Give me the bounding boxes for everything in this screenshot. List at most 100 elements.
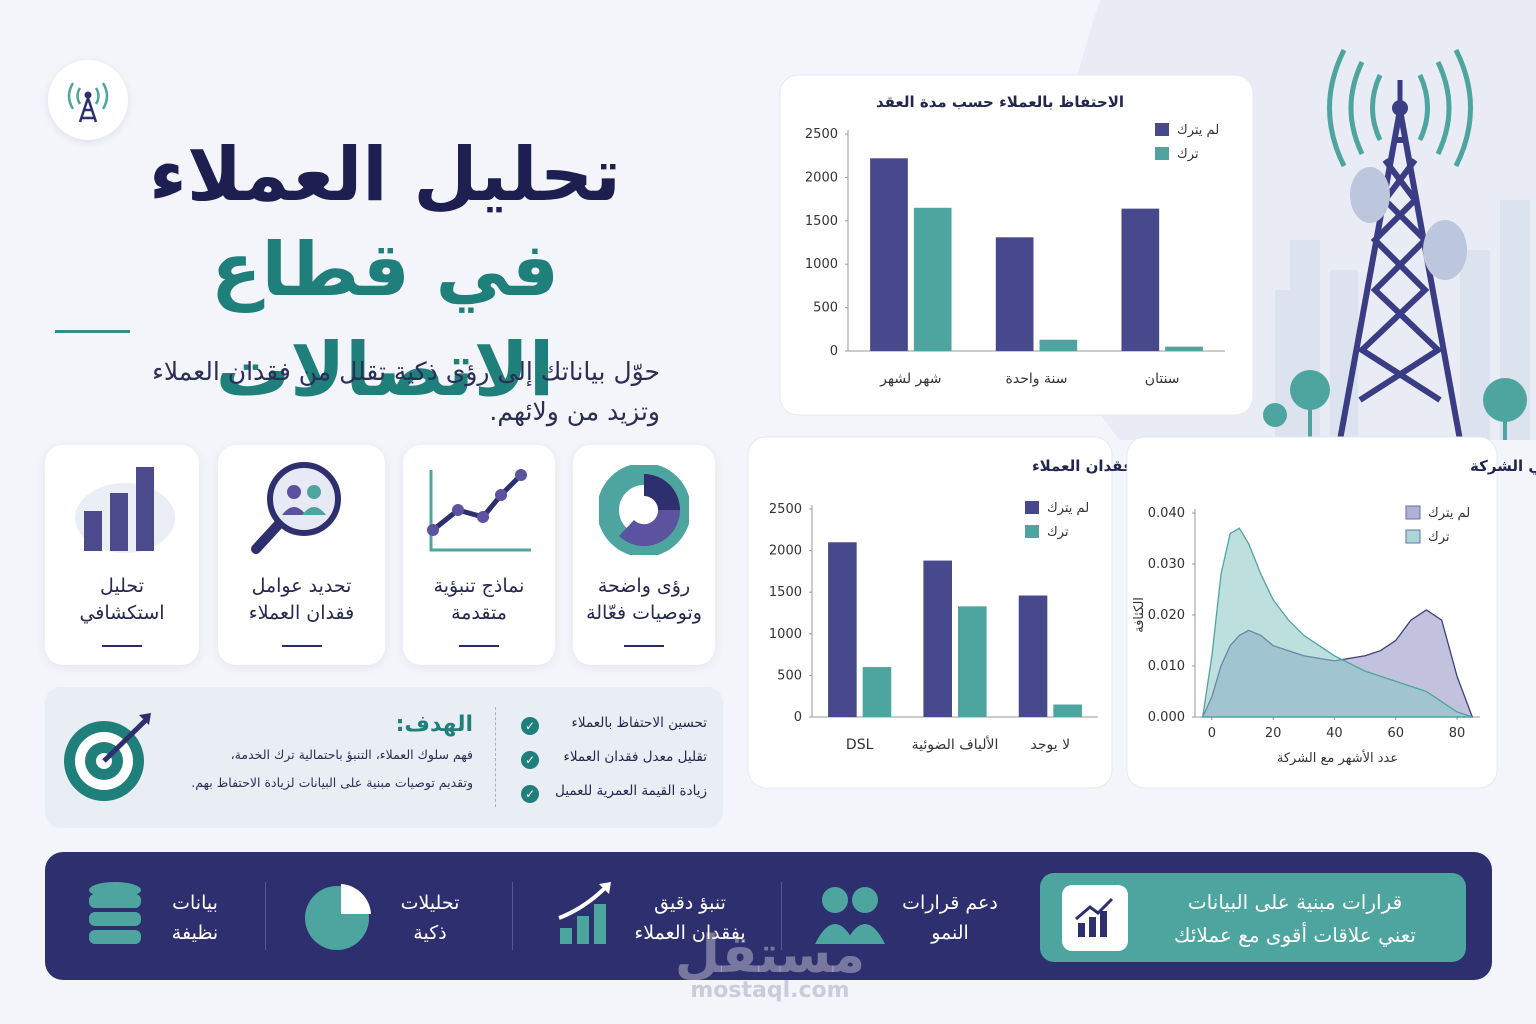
- legend-label: لم يترك: [1428, 506, 1470, 521]
- x-tick-label: 0: [1208, 726, 1216, 741]
- feature-line: تحديد عوامل: [251, 575, 352, 597]
- legend-swatch: [1155, 123, 1169, 136]
- footer-item-text: دعم قرارات النمو: [890, 888, 1010, 948]
- footer-line: تحليلات: [400, 892, 460, 914]
- x-tick-label: DSL: [846, 737, 874, 753]
- feature-line: رؤى واضحة: [597, 575, 691, 597]
- footer-item-text: بيانات نظيفة: [140, 888, 250, 948]
- bar: [1018, 595, 1048, 717]
- feature-line: استكشافي: [79, 602, 165, 624]
- subtitle: حوّل بياناتك إلى رؤى ذكية تقلل من فقدان …: [40, 352, 660, 432]
- feature-icon: [251, 462, 341, 554]
- highlight-icon: [1062, 885, 1128, 951]
- y-tick-label: 0: [830, 344, 838, 359]
- goal-line: وتقديم توصيات مبنية على البيانات لزيادة …: [191, 775, 473, 790]
- footer-line: نظيفة: [171, 922, 219, 944]
- feature-line: تحليل: [100, 575, 144, 597]
- footer-line: تنبؤ دقيق: [654, 892, 726, 914]
- y-tick-label: 2000: [769, 544, 802, 559]
- feature-underline: [281, 645, 322, 647]
- bar: [1039, 339, 1078, 351]
- footer-line: بيانات: [172, 892, 218, 914]
- feature-icon: [75, 467, 175, 553]
- x-tick-label: 60: [1387, 726, 1404, 741]
- goal-line: فهم سلوك العملاء، التنبؤ باحتمالية ترك ا…: [230, 747, 473, 762]
- x-tick-label: سنة واحدة: [1006, 371, 1068, 387]
- goal-item-text: تحسين الاحتفاظ بالعملاء: [571, 715, 707, 731]
- y-tick-label: 0.000: [1148, 710, 1185, 725]
- footer-divider: [781, 882, 782, 950]
- x-tick-label: 40: [1326, 726, 1343, 741]
- y-tick-label: 1000: [805, 257, 838, 272]
- bar: [870, 158, 908, 351]
- feature-card: تحديد عوامل فقدان العملاء: [218, 445, 385, 665]
- feature-icon: [427, 469, 531, 552]
- y-tick-label: 500: [813, 301, 838, 316]
- title-line2: في قطاع الاتصالات: [211, 227, 559, 413]
- bar: [1053, 704, 1082, 717]
- goal-list: ✓ تحسين الاحتفاظ بالعملاء ✓ تقليل معدل فقد…: [515, 715, 715, 817]
- feature-underline: [459, 645, 499, 647]
- y-tick-label: 1500: [769, 585, 802, 600]
- subtitle-line: وتزيد من ولائهم.: [489, 397, 660, 426]
- footer-line: النمو: [931, 922, 969, 944]
- divider: [55, 330, 130, 333]
- watermark-url: mostaql.com: [690, 978, 850, 1003]
- feature-line: نماذج تنبؤية: [433, 575, 525, 597]
- footer-line: ذكية: [413, 922, 447, 944]
- feature-line: وتوصيات فعّالة: [586, 602, 702, 624]
- feature-underline: [102, 645, 142, 647]
- y-tick-label: 0: [794, 710, 802, 725]
- legend-swatch: [1155, 147, 1169, 160]
- footer-line: دعم قرارات: [902, 892, 998, 914]
- feature-text: نماذج تنبؤية متقدمة: [403, 573, 555, 627]
- footer-line: بفقدان العملاء: [634, 922, 746, 944]
- footer-item-text: تنبؤ دقيق بفقدان العملاء: [615, 888, 765, 948]
- goal-item-text: زيادة القيمة العمرية للعميل: [555, 783, 707, 799]
- legend-swatch: [1405, 505, 1421, 520]
- x-tick-label: 80: [1449, 726, 1466, 741]
- y-tick-label: 2500: [805, 127, 838, 142]
- y-axis-label: الكثافة: [1132, 597, 1147, 633]
- bar: [1165, 346, 1203, 351]
- highlight-line: قرارات مبنية على البيانات: [1187, 890, 1403, 914]
- feature-card: تحليل استكشافي: [45, 445, 199, 665]
- logo-icon: [67, 82, 109, 123]
- y-tick-label: 0.040: [1148, 506, 1185, 521]
- bar: [913, 207, 952, 351]
- y-tick-label: 0.010: [1148, 659, 1185, 674]
- feature-text: تحليل استكشافي: [45, 573, 199, 627]
- goal-text: الهدف: فهم سلوك العملاء، التنبؤ باحتمالي…: [155, 709, 473, 797]
- footer: قرارات مبنية على البيانات تعني علاقات أقو…: [45, 852, 1492, 980]
- goal-item: ✓ زيادة القيمة العمرية للعميل: [515, 783, 715, 817]
- bar: [995, 237, 1034, 351]
- y-tick-label: 1500: [805, 214, 838, 229]
- y-tick-label: 0.020: [1148, 608, 1185, 623]
- x-tick-label: سنتان: [1145, 371, 1180, 387]
- bar: [828, 542, 857, 717]
- chart-title: توزيع العملاء حسب مدة بقائهم في الشركة: [1470, 457, 1536, 475]
- y-tick-label: 2000: [805, 170, 838, 185]
- legend-swatch: [1025, 525, 1039, 538]
- highlight-text: قرارات مبنية على البيانات تعني علاقات أقو…: [1135, 886, 1455, 952]
- highlight-line: تعني علاقات أقوى مع عملائك: [1173, 923, 1416, 947]
- footer-icon: [89, 882, 141, 944]
- y-tick-label: 2500: [769, 502, 802, 517]
- legend-label: ترك: [1177, 147, 1199, 162]
- feature-text: رؤى واضحة وتوصيات فعّالة: [573, 573, 715, 627]
- goal-icon: [64, 713, 151, 801]
- watermark-brand: مستقل: [674, 925, 866, 985]
- logo: [48, 60, 128, 140]
- footer-highlight: قرارات مبنية على البيانات تعني علاقات أقو…: [1040, 873, 1466, 962]
- legend-swatch: [1025, 501, 1039, 514]
- bar: [923, 560, 952, 717]
- subtitle-line: حوّل بياناتك إلى رؤى ذكية تقلل من فقدان …: [152, 357, 660, 386]
- feature-text: تحديد عوامل فقدان العملاء: [218, 573, 385, 627]
- goal-item-text: تقليل معدل فقدان العملاء: [563, 749, 707, 765]
- legend-label: ترك: [1428, 530, 1450, 545]
- footer-divider: [512, 882, 513, 950]
- goal-title: الهدف:: [395, 712, 473, 737]
- legend-swatch: [1405, 529, 1421, 544]
